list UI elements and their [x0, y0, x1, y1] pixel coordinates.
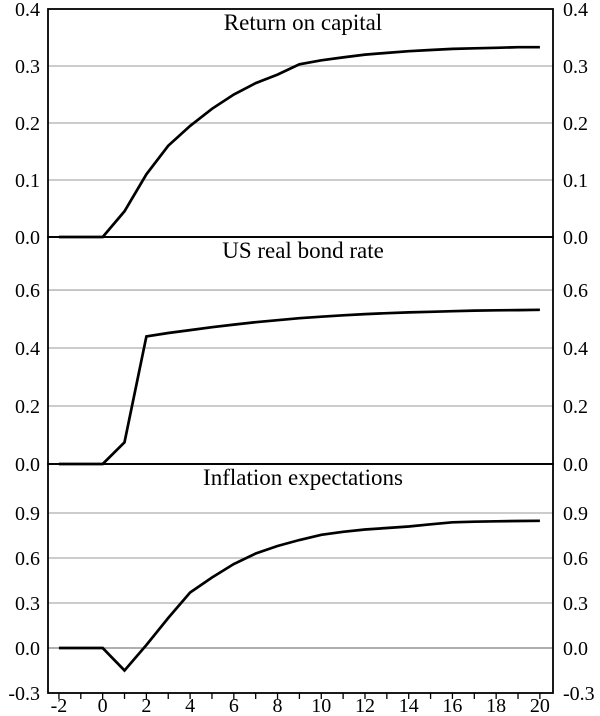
- y-axis-label-right: 0.4: [563, 338, 588, 360]
- y-axis-label-right: 0.4: [563, 0, 588, 21]
- y-axis-label-left: 0.3: [15, 593, 40, 615]
- y-axis-label-right: 0.2: [563, 396, 588, 418]
- x-axis-label: 0: [98, 695, 108, 716]
- y-axis-label-left: 0.2: [15, 396, 40, 418]
- x-axis-label: 10: [311, 695, 331, 716]
- y-axis-label-right: 0.0: [563, 454, 588, 476]
- y-axis-label-left: 0.4: [15, 338, 40, 360]
- x-axis-label: 12: [355, 695, 375, 716]
- panel-frame: [47, 463, 554, 694]
- series-line: [58, 308, 540, 466]
- y-axis-label-right: -0.3: [563, 683, 595, 705]
- x-axis-label: 18: [486, 695, 506, 716]
- series-line: [58, 45, 540, 239]
- y-axis-label-right: 0.1: [563, 170, 588, 192]
- y-axis-label-left: 0.0: [15, 638, 40, 660]
- y-axis-label-left: 0.1: [15, 170, 40, 192]
- x-axis-label: 16: [442, 695, 462, 716]
- panel-title: Return on capital: [224, 10, 382, 35]
- y-axis-label-right: 0.2: [563, 113, 588, 135]
- series-line: [58, 519, 540, 673]
- y-axis-label-right: 0.6: [563, 548, 588, 570]
- x-axis-label: 6: [229, 695, 239, 716]
- y-axis-label-left: 0.0: [15, 227, 40, 249]
- y-axis-label-left: 0.9: [15, 503, 40, 525]
- y-axis-label-left: -0.3: [8, 683, 40, 705]
- panel-frame: [47, 236, 554, 465]
- y-axis-label-right: 0.6: [563, 280, 588, 302]
- x-axis-label: 4: [185, 695, 195, 716]
- y-axis-label-left: 0.3: [15, 56, 40, 78]
- y-axis-label-left: 0.0: [15, 454, 40, 476]
- panel-title: US real bond rate: [222, 238, 384, 263]
- y-axis-label-left: 0.4: [15, 0, 40, 21]
- panel-title: Inflation expectations: [203, 465, 403, 490]
- x-axis-label: 14: [399, 695, 419, 716]
- y-axis-label-right: 0.9: [563, 503, 588, 525]
- x-axis-label: 2: [141, 695, 151, 716]
- y-axis-label-right: 0.0: [563, 638, 588, 660]
- x-axis-label: 20: [530, 695, 550, 716]
- y-axis-label-right: 0.0: [563, 227, 588, 249]
- x-axis-label: 8: [273, 695, 283, 716]
- x-axis-label: -2: [51, 695, 68, 716]
- y-axis-label-left: 0.2: [15, 113, 40, 135]
- y-axis-label-right: 0.3: [563, 593, 588, 615]
- y-axis-label-right: 0.3: [563, 56, 588, 78]
- y-axis-label-left: 0.6: [15, 548, 40, 570]
- y-axis-label-left: 0.6: [15, 280, 40, 302]
